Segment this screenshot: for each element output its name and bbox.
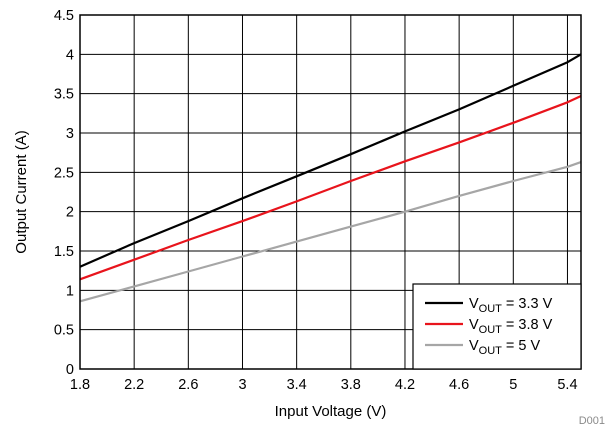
y-tick-label: 2 — [66, 205, 74, 221]
x-tick-label: 2.2 — [124, 377, 144, 393]
y-tick-labels: 0 0.5 1 1.5 2 2.5 3 3.5 4 4.5 — [54, 8, 74, 378]
series-lines — [79, 53, 582, 303]
y-tick-label: 1 — [66, 283, 74, 299]
series-line-1 — [79, 53, 582, 268]
x-tick-label: 3 — [238, 377, 246, 393]
x-tick-label: 5.4 — [557, 377, 577, 393]
y-tick-label: 3.5 — [54, 87, 74, 103]
x-tick-label: 1.8 — [70, 377, 90, 393]
x-tick-label: 3.4 — [287, 377, 307, 393]
x-tick-label: 4.6 — [449, 377, 469, 393]
x-tick-label: 4.2 — [395, 377, 415, 393]
legend-label: VOUT = 3.8 V — [469, 317, 553, 336]
series-line-2 — [79, 95, 582, 281]
x-tick-label: 2.6 — [178, 377, 198, 393]
legend-label: VOUT = 3.3 V — [469, 296, 553, 315]
x-tick-label: 5 — [509, 377, 517, 393]
x-tick-labels: 1.8 2.2 2.6 3 3.4 3.8 4.2 4.6 5 5.4 — [70, 377, 578, 393]
y-tick-label: 3 — [66, 126, 74, 142]
y-tick-label: 4.5 — [54, 8, 74, 24]
legend-label: VOUT = 5 V — [469, 338, 541, 357]
x-axis-label: Input Voltage (V) — [275, 403, 387, 420]
figure-id: D001 — [579, 415, 605, 427]
plot-frame — [79, 14, 582, 370]
y-tick-label: 4 — [66, 47, 74, 63]
legend-box — [412, 283, 582, 370]
y-axis-label: Output Current (A) — [13, 130, 30, 253]
legend: VOUT = 3.3 V VOUT = 3.8 V VOUT = 5 V — [412, 283, 582, 370]
series-line-3 — [79, 161, 582, 303]
y-tick-label: 0 — [66, 362, 74, 378]
y-tick-label: 2.5 — [54, 165, 74, 181]
x-tick-label: 3.8 — [341, 377, 361, 393]
y-tick-label: 1.5 — [54, 244, 74, 260]
y-tick-label: 0.5 — [54, 323, 74, 339]
